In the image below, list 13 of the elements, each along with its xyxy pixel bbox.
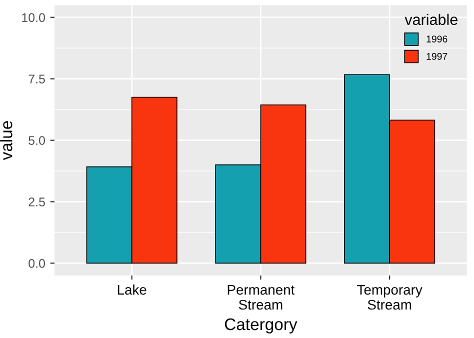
y-axis-title: value [0,121,12,160]
legend-label: 1997 [426,52,448,60]
legend-title: variable [404,14,458,26]
y-tick-label: 0.0 [28,258,45,268]
y-tick-label: 7.5 [28,74,45,84]
y-tick-label: 5.0 [28,136,45,145]
y-tick-label: 2.5 [28,198,45,206]
x-axis-title: Catergory [224,318,298,334]
x-tick-label: Temporary Stream [357,285,422,310]
legend-label: 1996 [426,36,448,42]
y-tick-label: 10.0 [22,13,45,22]
x-tick-label: Permanent Stream [228,285,295,310]
x-tick-label: Lake [118,284,146,295]
